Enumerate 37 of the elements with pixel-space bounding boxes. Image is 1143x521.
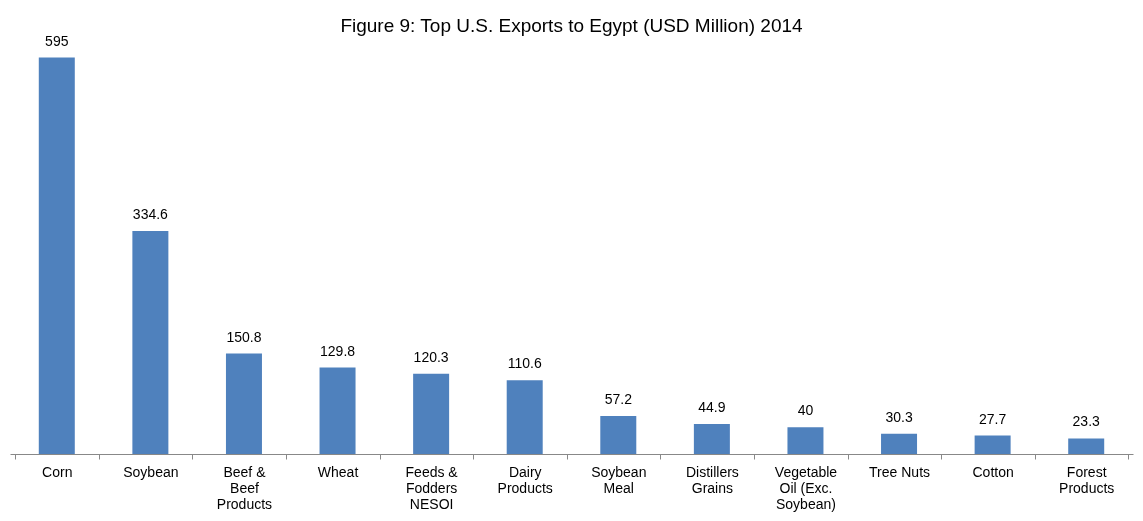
data-label: 27.7 <box>979 410 1007 427</box>
data-label: 40 <box>797 402 814 419</box>
data-label: 110.6 <box>507 355 542 372</box>
bar <box>225 353 262 454</box>
data-label: 23.3 <box>1072 413 1101 430</box>
chart-title: Figure 9: Top U.S. Exports to Egypt (USD Million) 2014 <box>340 15 804 36</box>
x-tick-label: Vegetable Oil (Exc. Soybean) <box>774 463 838 512</box>
bar <box>787 427 824 454</box>
data-label: 57.2 <box>604 390 633 407</box>
data-label: 30.3 <box>885 408 913 425</box>
bar <box>38 57 75 454</box>
data-label: 334.6 <box>132 206 169 223</box>
bar <box>974 435 1011 454</box>
x-tick-label: Forest Products <box>1059 463 1115 496</box>
x-tick-label: Corn <box>42 463 73 480</box>
bar <box>1068 438 1105 454</box>
data-label: 120.3 <box>413 348 449 365</box>
x-tick-label: Cotton <box>972 463 1014 480</box>
data-label: 129.8 <box>320 342 356 359</box>
bar <box>506 380 543 454</box>
x-tick-label: Tree Nuts <box>869 463 931 480</box>
data-label: 44.9 <box>698 399 726 416</box>
x-tick-label: Feeds & Fodders NESOI <box>405 463 459 512</box>
data-label: 595 <box>45 32 69 49</box>
bar <box>600 415 637 454</box>
x-tick-label: Soybean Meal <box>591 463 647 496</box>
x-tick-label: Dairy Products <box>497 463 553 496</box>
bar <box>881 433 918 454</box>
bar <box>413 373 450 454</box>
bar <box>693 424 730 454</box>
bar <box>132 231 169 454</box>
x-tick-label: Beef & Beef Products <box>216 463 273 512</box>
x-tick-label: Distillers Grains <box>685 463 739 496</box>
bar <box>319 367 356 454</box>
data-label: 150.8 <box>226 328 262 345</box>
x-tick-label: Wheat <box>317 463 359 480</box>
x-tick-label: Soybean <box>123 463 179 480</box>
